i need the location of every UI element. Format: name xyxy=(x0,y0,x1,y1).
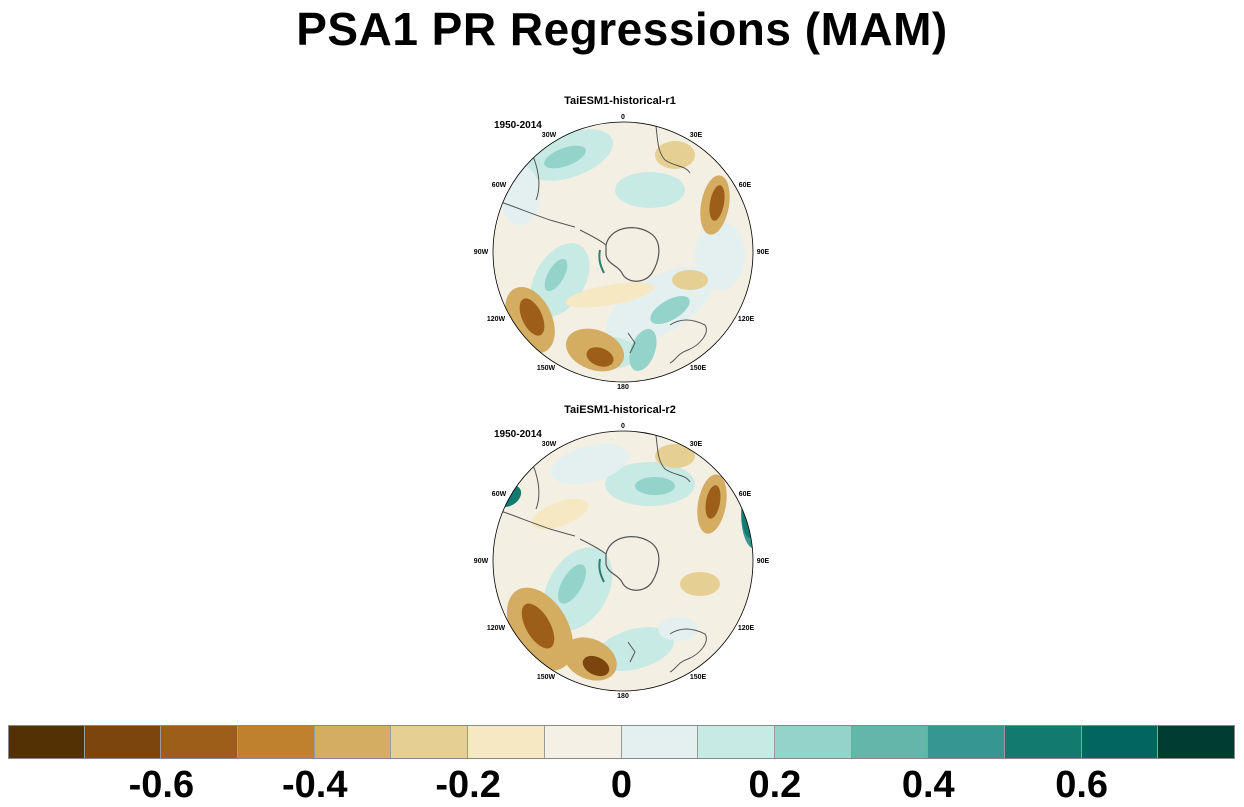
figure-title: PSA1 PR Regressions (MAM) xyxy=(296,3,948,55)
colorbar-box xyxy=(161,725,239,759)
lon-label: 120E xyxy=(738,316,755,323)
colorbar-box xyxy=(314,725,392,759)
lon-label: 60E xyxy=(739,491,752,498)
lon-label: 90E xyxy=(757,558,770,565)
colorbar-box xyxy=(928,725,1005,759)
colorbar-box xyxy=(851,725,929,759)
map-panel-r1: TaiESM1-historical-r1 1950-2014 xyxy=(460,95,780,395)
lon-label: 30W xyxy=(542,132,557,139)
colorbar-box xyxy=(1158,725,1235,759)
polar-map: 0 30E 60E 90E 120E 150E 180 150W 120W 90… xyxy=(474,423,770,700)
panel-period: 1950-2014 xyxy=(494,429,542,440)
lon-label: 30E xyxy=(690,132,703,139)
panel-period: 1950-2014 xyxy=(494,120,542,131)
lon-label: 120W xyxy=(487,625,506,632)
colorbar-tick-label: -0.4 xyxy=(282,764,348,806)
lon-label: 60W xyxy=(492,182,507,189)
lon-label: 0 xyxy=(621,423,625,430)
polar-map: 0 30E 60E 90E 120E 150E 180 150W 120W 90… xyxy=(474,114,770,391)
colorbar-box xyxy=(391,725,469,759)
lon-label: 60E xyxy=(739,182,752,189)
colorbar-box xyxy=(1004,725,1082,759)
colorbar-box xyxy=(84,725,162,759)
colorbar-box xyxy=(238,725,315,759)
lon-label: 30E xyxy=(690,441,703,448)
colorbar-box xyxy=(544,725,622,759)
colorbar-tick-label: 0.6 xyxy=(1055,764,1109,806)
panel-title: TaiESM1-historical-r1 xyxy=(564,95,676,107)
lon-label: 30W xyxy=(542,441,557,448)
colorbar-tick-label: -0.6 xyxy=(128,764,195,806)
lon-label: 0 xyxy=(621,114,625,121)
colorbar xyxy=(8,725,1235,759)
colorbar-box xyxy=(8,725,85,759)
colorbar-tick-label: 0 xyxy=(610,764,633,806)
panel-title: TaiESM1-historical-r2 xyxy=(564,404,676,416)
lon-label: 150E xyxy=(690,674,707,681)
colorbar-tick-label: 0.2 xyxy=(748,764,802,806)
lon-label: 150W xyxy=(537,365,556,372)
lon-label: 90W xyxy=(474,249,489,256)
colorbar-box xyxy=(468,725,545,759)
map-field xyxy=(493,431,753,691)
lon-label: 180 xyxy=(617,693,629,700)
colorbar-box xyxy=(621,725,699,759)
lon-label: 120W xyxy=(487,316,506,323)
colorbar-box xyxy=(774,725,852,759)
colorbar-box xyxy=(698,725,775,759)
map-field xyxy=(493,122,753,382)
map-panel-r2: TaiESM1-historical-r2 1950-2014 xyxy=(460,404,780,704)
lon-label: 150E xyxy=(690,365,707,372)
lon-label: 90W xyxy=(474,558,489,565)
colorbar-tick-label: 0.4 xyxy=(901,764,955,806)
lon-label: 60W xyxy=(492,491,507,498)
colorbar-tick-label: -0.2 xyxy=(435,764,501,806)
lon-label: 90E xyxy=(757,249,770,256)
lon-label: 180 xyxy=(617,384,629,391)
lon-label: 150W xyxy=(537,674,556,681)
colorbar-box xyxy=(1081,725,1159,759)
lon-label: 120E xyxy=(738,625,755,632)
